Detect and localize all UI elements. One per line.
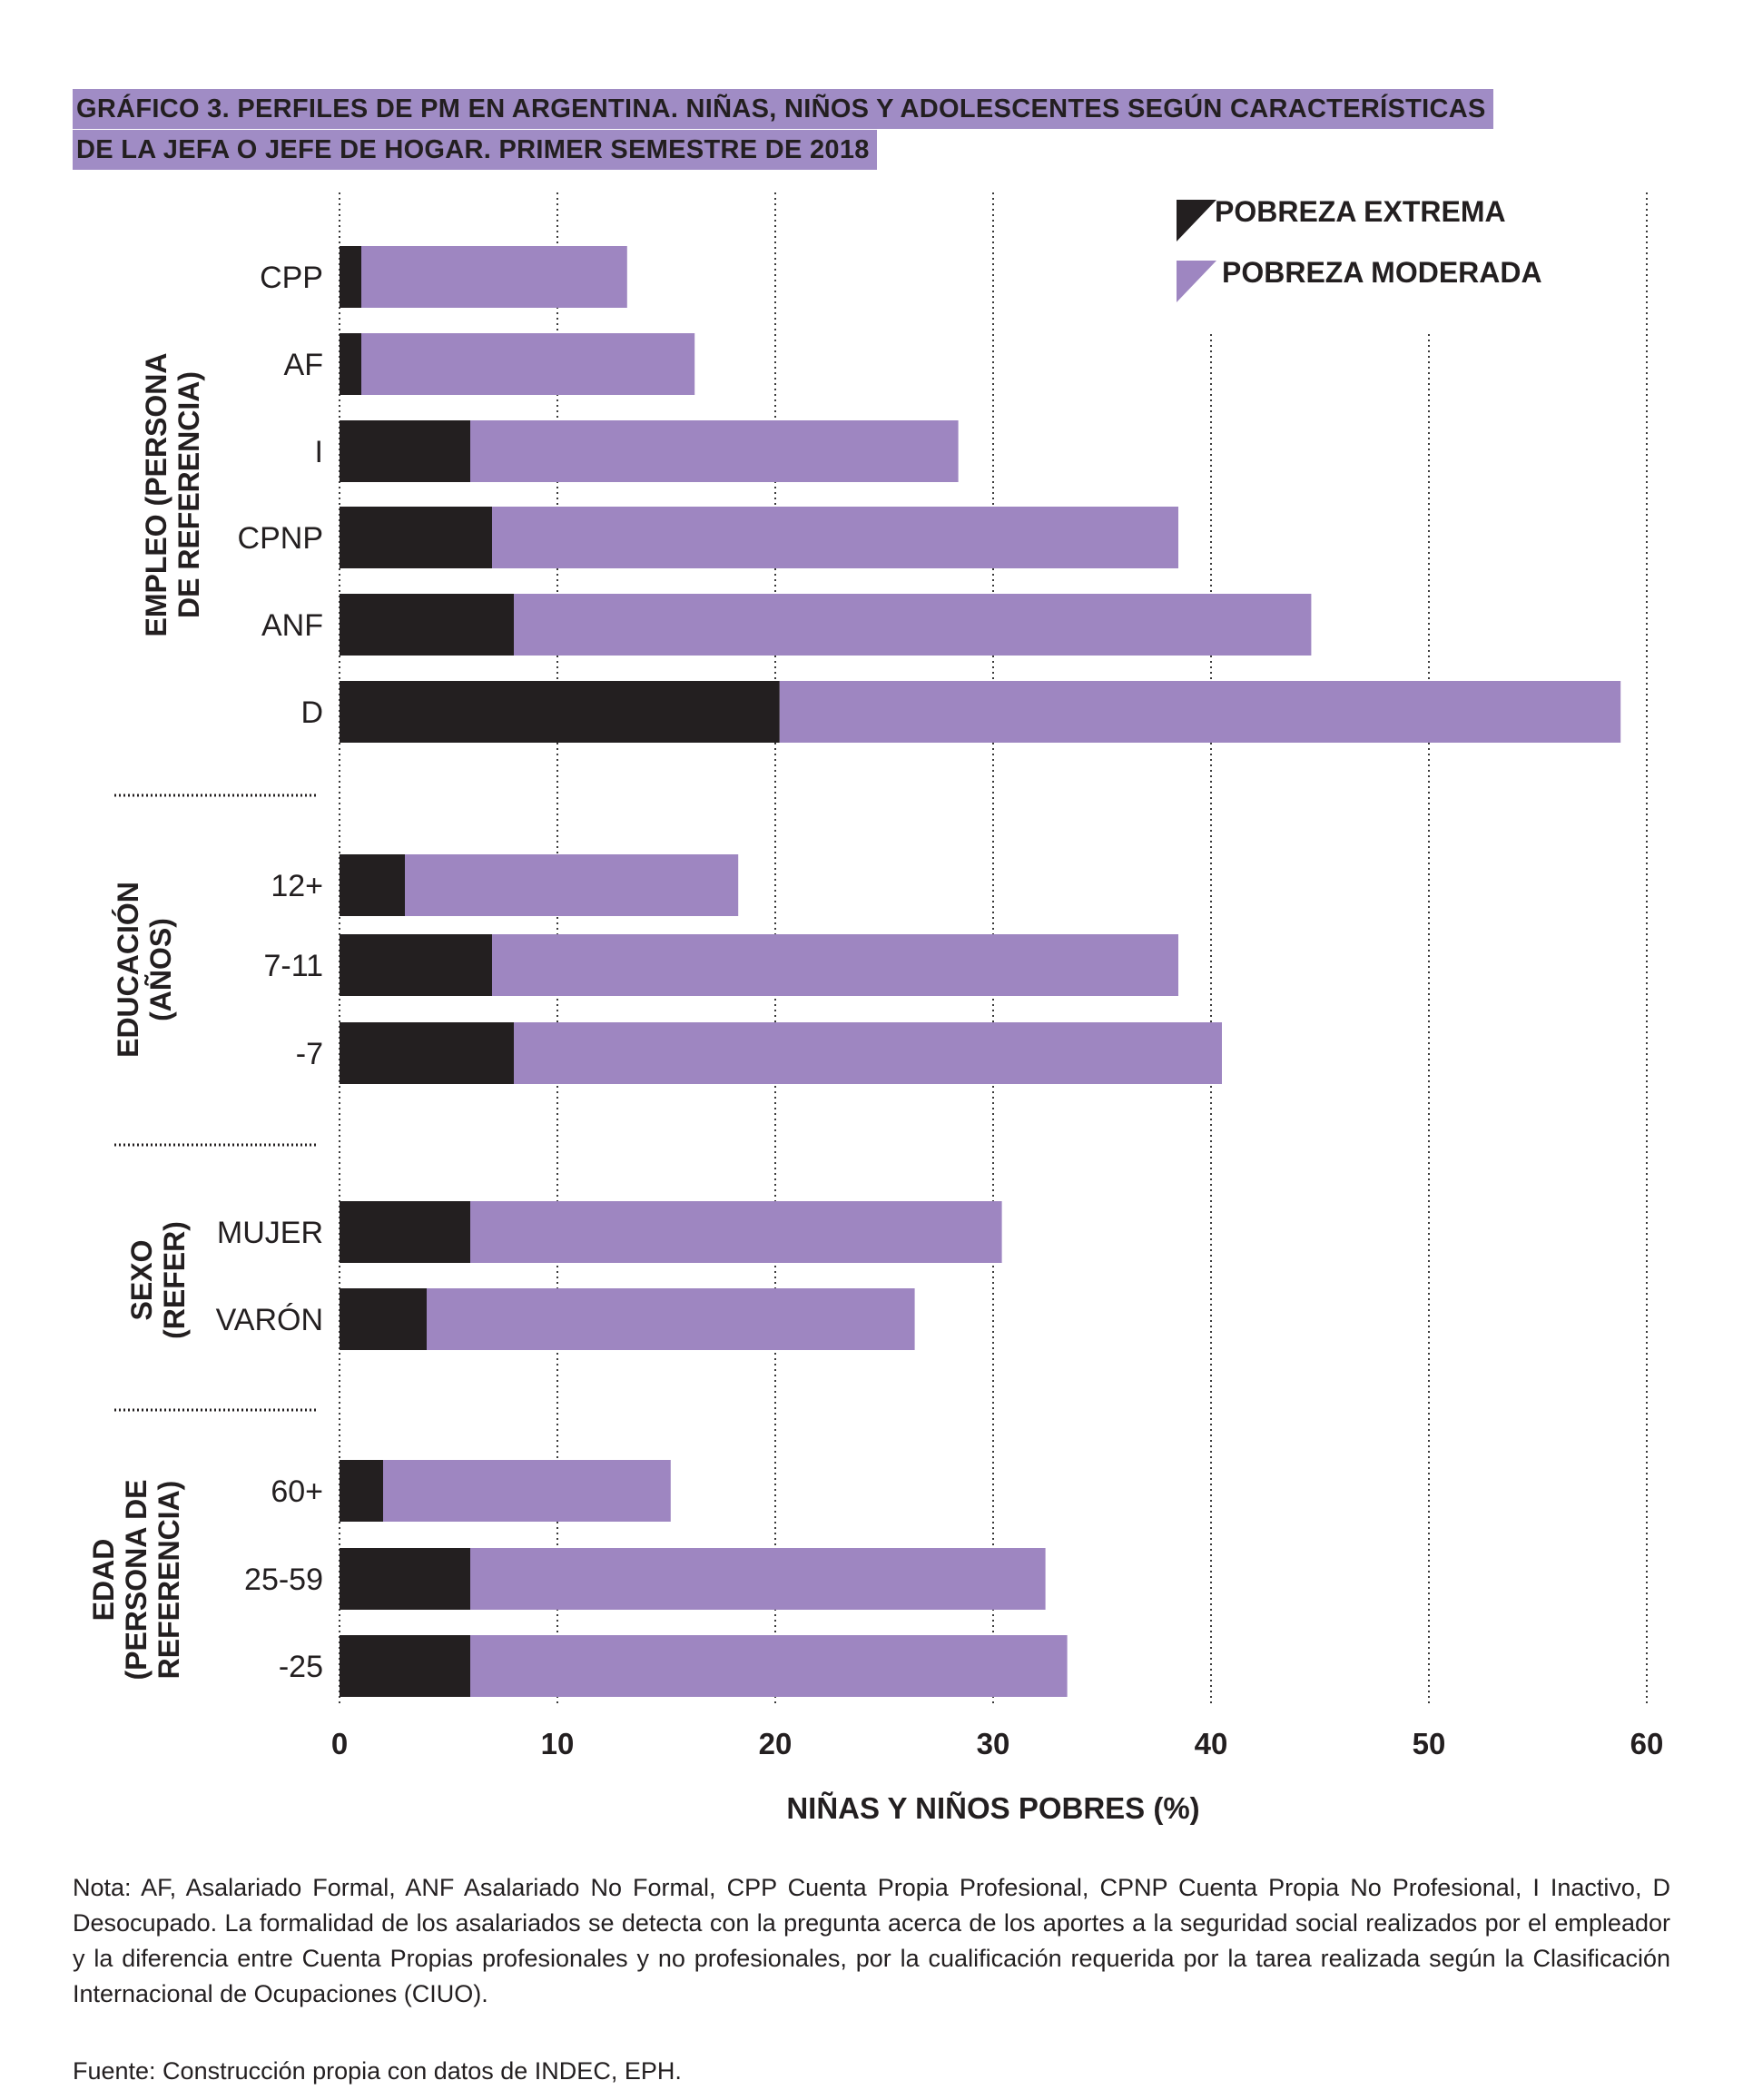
- x-tick-label: 50: [1413, 1727, 1446, 1760]
- bar-extrema--25: [340, 1635, 470, 1697]
- category-label: ANF: [261, 608, 323, 643]
- x-tick-label: 20: [759, 1727, 793, 1760]
- category-label: 12+: [271, 869, 323, 903]
- group-label-line: (REFER): [158, 1221, 191, 1339]
- chart-source: Fuente: Construcción propia con datos de…: [73, 2057, 682, 2085]
- legend-swatch-moderada: [1177, 261, 1216, 302]
- bar-moderada-D: [779, 681, 1621, 743]
- legend-swatch-extrema: [1177, 200, 1216, 242]
- bar-extrema-CPP: [340, 246, 361, 308]
- category-label: -7: [296, 1037, 323, 1071]
- bar-extrema-I: [340, 420, 470, 482]
- x-axis-label: NIÑAS Y NIÑOS POBRES (%): [786, 1791, 1199, 1825]
- stacked-bar-chart: CPP AF I CPNP ANF D EMPLEO (PERSONA DE REFERENC…: [87, 186, 1664, 1825]
- category-label: AF: [284, 348, 323, 382]
- bar-moderada-25-59: [470, 1548, 1046, 1610]
- x-tick-label: 30: [977, 1727, 1010, 1760]
- category-label: 60+: [271, 1474, 323, 1509]
- bar-extrema-VARÓN: [340, 1288, 427, 1350]
- group-label-line: DE REFERENCIA): [172, 371, 205, 618]
- bar-moderada-12+: [405, 854, 739, 916]
- group-label-line: SEXO: [125, 1240, 158, 1321]
- chart-title-line-2: DE LA JEFA O JEFE DE HOGAR. PRIMER SEMES…: [73, 130, 877, 170]
- group-label-line: (PERSONA DE: [120, 1479, 153, 1680]
- group-label-line: REFERENCIA): [153, 1481, 185, 1680]
- category-label: D: [300, 695, 323, 730]
- category-label: 25-59: [244, 1563, 323, 1597]
- bar-extrema-AF: [340, 333, 361, 395]
- bar-extrema-7-11: [340, 934, 492, 996]
- bar-moderada--7: [514, 1022, 1222, 1084]
- legend-label: POBREZA MODERADA: [1222, 256, 1542, 289]
- bar-extrema-ANF: [340, 594, 514, 656]
- bar-extrema-12+: [340, 854, 405, 916]
- bar-extrema-D: [340, 681, 780, 743]
- group-label-line: EDAD: [87, 1539, 120, 1622]
- bar-extrema-CPNP: [340, 507, 492, 568]
- x-tick-label: 10: [541, 1727, 575, 1760]
- category-label: CPP: [260, 261, 323, 295]
- bar-moderada-CPP: [361, 246, 627, 308]
- bar-extrema-MUJER: [340, 1201, 470, 1263]
- bar-extrema-25-59: [340, 1548, 470, 1610]
- bar-moderada-AF: [361, 333, 695, 395]
- chart-title-line-1: GRÁFICO 3. PERFILES DE PM EN ARGENTINA. …: [73, 89, 1493, 129]
- category-label: MUJER: [217, 1216, 323, 1250]
- bar-moderada-I: [470, 420, 959, 482]
- bar-moderada-7-11: [492, 934, 1178, 996]
- bar-moderada-MUJER: [470, 1201, 1002, 1263]
- group-label-line: EDUCACIÓN: [112, 882, 144, 1058]
- bar-moderada--25: [470, 1635, 1068, 1697]
- category-label: VARÓN: [216, 1303, 323, 1337]
- legend-label: POBREZA EXTREMA: [1215, 195, 1506, 228]
- legend-background: [1162, 186, 1616, 331]
- chart-note: Nota: AF, Asalariado Formal, ANF Asalari…: [73, 1874, 1670, 2007]
- category-label: I: [315, 435, 323, 469]
- group-label-line: (AÑOS): [144, 918, 177, 1021]
- group-label-line: EMPLEO (PERSONA: [140, 353, 172, 637]
- bar-moderada-ANF: [514, 594, 1312, 656]
- bar-extrema--7: [340, 1022, 514, 1084]
- category-label: CPNP: [238, 521, 323, 556]
- x-tick-label: 60: [1630, 1727, 1664, 1760]
- category-label: 7-11: [263, 949, 323, 983]
- bar-moderada-CPNP: [492, 507, 1178, 568]
- x-tick-label: 0: [331, 1727, 348, 1760]
- bar-moderada-60+: [383, 1460, 671, 1522]
- x-tick-label: 40: [1195, 1727, 1228, 1760]
- category-label: -25: [279, 1650, 323, 1684]
- bar-moderada-VARÓN: [427, 1288, 915, 1350]
- bar-extrema-60+: [340, 1460, 383, 1522]
